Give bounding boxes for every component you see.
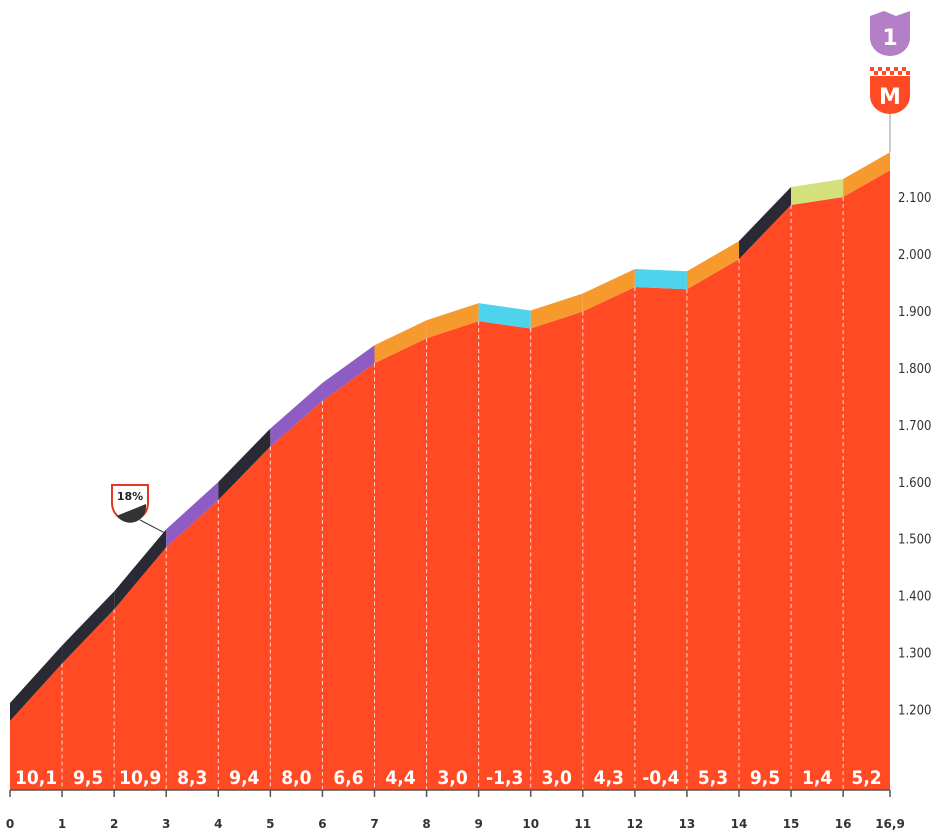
y-tick-label: 1.400 [898,590,931,605]
segment-dividers [61,197,844,790]
segment-gradient-label: -1,3 [486,767,523,789]
x-tick-label: 7 [370,817,378,831]
x-tick-label: 4 [214,817,222,831]
gradient-band-km-9 [478,303,531,329]
annotations: 18% 1 M [111,11,910,533]
segment-gradient-label: 4,4 [385,767,415,789]
category-badge [870,11,910,56]
checker-square [870,67,874,71]
gradient-band-km-4 [218,428,271,500]
segment-gradient-labels: 10,1 9,5 10,9 8,3 9,4 8,0 6,6 4,4 3,0 -1,3 3,0 4,3-… [15,767,882,789]
x-tick-label: 9 [474,817,482,831]
max-gradient-leader [139,519,164,533]
segment-gradient-label: 10,1 [15,767,57,789]
x-tick-label: 3 [162,817,170,831]
checker-square [878,67,882,71]
gradient-band-km-8 [426,303,479,339]
gradient-band-km-10 [530,293,583,329]
segment-gradient-label: 9,4 [229,767,259,789]
gradient-band-km-13 [686,241,739,290]
category-badge-label: 1 [882,26,897,51]
x-tick-label: 1 [58,817,66,831]
x-axis: 0 1 2 3 4 5 6 7 8 9 10 11 12 13 14 15 16 16,9 [6,789,905,831]
y-tick-label: 1.300 [898,647,931,662]
max-gradient-slope-icon [114,504,147,523]
y-tick-label: 1.800 [898,362,931,377]
gradient-band-km-0 [10,645,63,721]
x-tick-label: 10 [522,817,539,831]
segment-gradient-label: -0,4 [642,767,679,789]
y-tick-label: 1.500 [898,533,931,548]
gradient-band-km-14 [738,186,792,260]
gradient-band-km-1 [62,591,115,664]
y-tick-label: 1.200 [898,704,931,719]
elevation-area [10,170,890,791]
gradient-band-km-15 [791,179,844,205]
segment-gradient-label: 9,5 [750,767,780,789]
x-tick-label: 13 [679,817,696,831]
x-tick-label: 16,9 [875,817,905,831]
elevation-fill [10,170,890,791]
y-tick-label: 2.000 [898,248,931,263]
checker-square [898,71,902,75]
segment-gradient-label: 3,0 [437,767,467,789]
x-tick-label: 0 [6,817,14,831]
segment-gradient-label: 3,0 [542,767,572,789]
y-axis: 1.200 1.300 1.400 1.500 1.600 1.700 1.800 1.900… [898,191,931,719]
gradient-bands [10,152,890,721]
segment-gradient-label: 4,3 [594,767,624,789]
x-tick-label: 14 [731,817,748,831]
gradient-band-km-11 [582,268,635,312]
x-tick-label: 16 [835,817,852,831]
segment-gradient-label: 9,5 [73,767,103,789]
y-tick-label: 1.600 [898,476,931,491]
gradient-band-km-5 [270,382,323,447]
max-gradient-label: 18% [117,490,143,503]
checker-square [874,71,878,75]
gradient-band-km-2 [114,529,167,610]
segment-gradient-label: 1,4 [802,767,832,789]
segment-gradient-label: 5,2 [851,767,881,789]
segment-gradient-label: 5,3 [698,767,728,789]
checker-square [886,67,890,71]
x-tick-label: 6 [318,817,326,831]
x-tick-label: 5 [266,817,274,831]
finish-badge-label: M [879,85,901,110]
x-tick-label: 2 [110,817,118,831]
segment-gradient-label: 8,3 [177,767,207,789]
checker-square [902,67,906,71]
gradient-band-km-6 [322,345,375,401]
checker-square [890,71,894,75]
checker-square [894,67,898,71]
finish-checker-pattern [870,67,910,75]
y-tick-label: 1.900 [898,305,931,320]
checker-square [882,71,886,75]
y-tick-label: 1.700 [898,419,931,434]
x-tick-label: 12 [627,817,644,831]
finish-badge [870,76,910,114]
x-tick-label: 11 [574,817,591,831]
x-tick-label: 8 [422,817,430,831]
gradient-band-km-3 [166,481,219,548]
segment-gradient-label: 6,6 [333,767,363,789]
gradient-band-km-12 [634,268,687,290]
y-tick-label: 2.100 [898,191,931,206]
segment-gradient-label: 10,9 [119,767,161,789]
gradient-band-km-16 [843,152,890,197]
gradient-band-km-7 [374,320,427,364]
segment-gradient-label: 8,0 [281,767,311,789]
x-tick-label: 15 [783,817,800,831]
checker-square [906,71,910,75]
